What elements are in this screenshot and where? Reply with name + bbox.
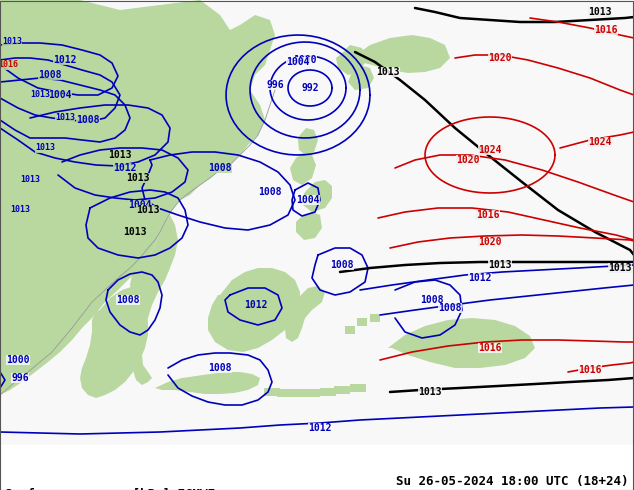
Polygon shape [357, 318, 367, 326]
Text: 1008: 1008 [420, 295, 444, 305]
Polygon shape [155, 372, 260, 394]
Text: 992: 992 [301, 83, 319, 93]
Polygon shape [208, 268, 300, 352]
Polygon shape [336, 45, 366, 75]
Text: 1004: 1004 [128, 200, 152, 210]
Text: 1004: 1004 [48, 90, 72, 100]
Text: Su 26-05-2024 18:00 UTC (18+24): Su 26-05-2024 18:00 UTC (18+24) [396, 475, 629, 488]
Text: 1024: 1024 [588, 137, 612, 147]
Polygon shape [334, 386, 350, 394]
Text: 1013: 1013 [108, 150, 132, 160]
Text: 1013: 1013 [126, 173, 150, 183]
Text: Surface pressure [hPa] ECMWF: Surface pressure [hPa] ECMWF [5, 488, 215, 490]
Polygon shape [388, 318, 535, 368]
Text: 1008: 1008 [208, 163, 232, 173]
Text: 1000: 1000 [6, 355, 30, 365]
Text: 1012: 1012 [469, 273, 492, 283]
Text: 1016: 1016 [594, 25, 618, 35]
Polygon shape [130, 215, 178, 385]
Polygon shape [345, 326, 355, 334]
Text: 1020: 1020 [478, 237, 501, 247]
Text: 1013: 1013 [20, 175, 40, 185]
Polygon shape [264, 388, 280, 396]
Text: 1004: 1004 [296, 195, 320, 205]
Polygon shape [298, 128, 318, 155]
Polygon shape [80, 286, 148, 398]
Polygon shape [277, 389, 293, 397]
Text: 1016: 1016 [476, 210, 500, 220]
Text: 1008: 1008 [38, 70, 61, 80]
Text: 1013: 1013 [376, 67, 400, 77]
Polygon shape [320, 388, 336, 396]
Text: 1016: 1016 [478, 343, 501, 353]
Polygon shape [0, 0, 275, 395]
Text: 1024: 1024 [478, 145, 501, 155]
Text: 1008: 1008 [330, 260, 354, 270]
Polygon shape [348, 65, 374, 90]
Text: 1013: 1013 [35, 144, 55, 152]
Polygon shape [290, 152, 316, 185]
Text: 1013: 1013 [588, 7, 612, 17]
Text: 1013: 1013 [608, 263, 631, 273]
Text: 1013: 1013 [2, 38, 22, 47]
Bar [0, 445, 634, 490]
Polygon shape [90, 215, 106, 235]
Text: 1020: 1020 [488, 53, 512, 63]
Text: 1013: 1013 [123, 227, 146, 237]
Polygon shape [356, 35, 450, 73]
Polygon shape [350, 384, 366, 392]
Text: 1016: 1016 [0, 60, 18, 70]
Text: 996: 996 [11, 373, 29, 383]
Text: 1013: 1013 [488, 260, 512, 270]
Text: 1016: 1016 [578, 365, 602, 375]
Text: 1012: 1012 [244, 300, 268, 310]
Text: 1013: 1013 [55, 114, 75, 122]
Text: 1012: 1012 [113, 163, 137, 173]
Text: 1020: 1020 [456, 155, 480, 165]
Polygon shape [285, 286, 325, 342]
Text: 1013: 1013 [10, 205, 30, 215]
Text: 1012: 1012 [308, 423, 332, 433]
Polygon shape [290, 389, 306, 397]
Text: 1008: 1008 [76, 115, 100, 125]
Text: 1013: 1013 [418, 387, 442, 397]
Text: 1012: 1012 [53, 55, 77, 65]
Text: 1008: 1008 [208, 363, 232, 373]
Text: 1008: 1008 [438, 303, 462, 313]
Polygon shape [304, 389, 320, 397]
Text: 1008: 1008 [258, 187, 281, 197]
Text: 1008: 1008 [116, 295, 139, 305]
Text: 1004: 1004 [286, 57, 310, 67]
Polygon shape [302, 180, 332, 212]
Text: 1013: 1013 [136, 205, 160, 215]
Polygon shape [296, 212, 322, 240]
Text: 996: 996 [266, 80, 284, 90]
Text: 1000: 1000 [294, 55, 317, 65]
Text: 1013: 1013 [30, 91, 50, 99]
Polygon shape [370, 314, 380, 322]
